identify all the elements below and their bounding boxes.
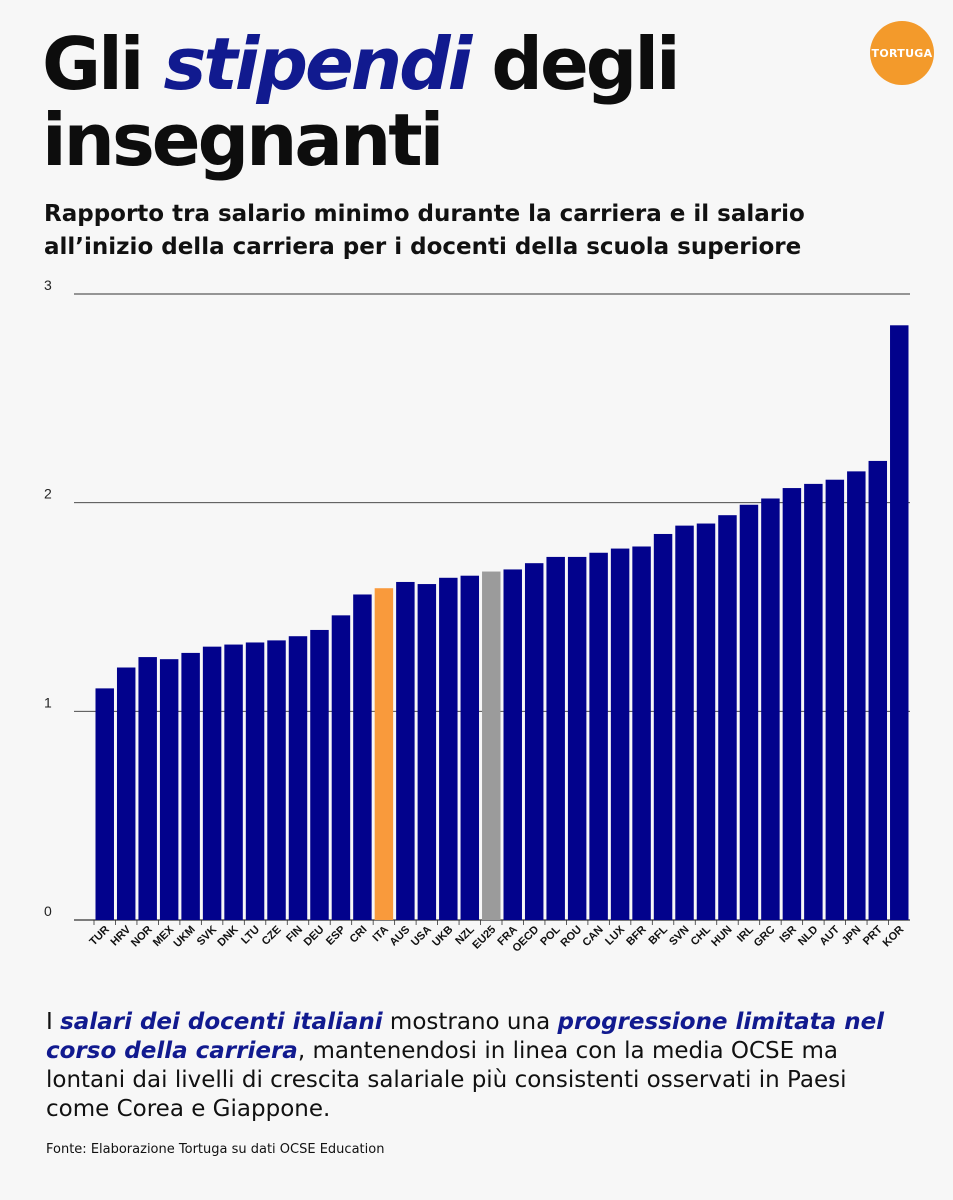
desc-emphasis1: salari dei docenti italiani xyxy=(60,1009,383,1035)
bar-chl xyxy=(696,523,716,920)
x-tick-label-dnk: DNK xyxy=(215,924,240,949)
x-tick-label-svn: SVN xyxy=(667,924,692,949)
bar-ukm xyxy=(181,652,200,920)
description-text: I salari dei docenti italiani mostrano u… xyxy=(46,1008,916,1124)
desc-emphasis2: progressione limitata nel corso della ca… xyxy=(46,1009,885,1064)
y-tick-label: 2 xyxy=(44,486,52,502)
x-tick-label-esp: ESP xyxy=(324,924,348,948)
source-note: Fonte: Elaborazione Tortuga su dati OCSE… xyxy=(46,1142,385,1157)
title-part1: Gli xyxy=(42,22,164,106)
x-tick-label-rou: ROU xyxy=(559,924,585,950)
bar-isr xyxy=(782,488,802,920)
x-tick-label-prt: PRT xyxy=(861,923,885,947)
bar-grc xyxy=(761,498,780,920)
bar-eu25 xyxy=(482,571,501,920)
logo-text: TORTUGA xyxy=(871,46,933,60)
bar-hrv xyxy=(116,667,136,920)
x-tick-label-chl: CHL xyxy=(689,923,714,948)
x-tick-label-bfl: BFL xyxy=(647,923,671,947)
bar-nzl xyxy=(460,575,480,920)
tortuga-logo: TORTUGA xyxy=(870,21,934,85)
x-tick-label-ukm: UKM xyxy=(172,924,198,950)
bar-dnk xyxy=(224,644,243,920)
bar-aut xyxy=(825,479,845,920)
x-tick-label-eu25: EU25 xyxy=(470,924,498,952)
x-tick-label-mex: MEX xyxy=(151,923,177,949)
bar-prt xyxy=(868,460,888,920)
bar-can xyxy=(589,552,608,920)
x-tick-label-cri: CRI xyxy=(348,924,370,946)
bar-tur xyxy=(95,688,114,920)
bar-esp xyxy=(331,615,351,920)
bar-mex xyxy=(159,659,179,920)
x-tick-label-ukb: UKB xyxy=(430,924,455,949)
x-tick-label-isr: ISR xyxy=(778,924,799,945)
bar-ltu xyxy=(245,642,265,920)
bar-ita xyxy=(374,588,394,920)
bar-fin xyxy=(288,636,308,920)
bar-cze xyxy=(267,640,286,920)
x-tick-label-lux: LUX xyxy=(603,923,628,948)
x-tick-label-deu: DEU xyxy=(302,924,327,949)
x-tick-label-nld: NLD xyxy=(796,924,821,949)
bar-fra xyxy=(503,569,522,920)
bar-deu xyxy=(310,629,329,920)
bar-usa xyxy=(417,584,437,920)
x-tick-label-bfr: BFR xyxy=(624,924,649,949)
bar-cri xyxy=(353,594,372,920)
bar-bfr xyxy=(632,546,651,920)
y-tick-label: 3 xyxy=(44,277,52,293)
bar-jpn xyxy=(847,471,866,920)
x-tick-label-aut: AUT xyxy=(817,923,842,948)
bar-ukb xyxy=(439,577,458,920)
x-tick-label-pol: POL xyxy=(538,923,563,948)
x-tick-label-svk: SVK xyxy=(195,924,220,949)
bar-kor xyxy=(890,325,909,920)
bar-nor xyxy=(138,657,157,920)
desc-part1: I xyxy=(46,1009,61,1035)
bar-svn xyxy=(675,525,694,920)
x-tick-label-tur: TUR xyxy=(87,924,112,949)
bar-pol xyxy=(546,556,565,920)
bar-lux xyxy=(610,548,630,920)
y-tick-label: 1 xyxy=(44,694,52,710)
desc-part2: mostrano una xyxy=(382,1009,558,1035)
bar-rou xyxy=(567,556,587,920)
x-tick-label-aus: AUS xyxy=(388,924,413,949)
desc-part3: , mantenendosi in linea con la media OCS… xyxy=(46,1038,847,1122)
chart-subtitle: Rapporto tra salario minimo durante la c… xyxy=(44,198,924,264)
x-tick-label-kor: KOR xyxy=(881,924,907,950)
bar-bfl xyxy=(653,533,673,920)
x-tick-label-hun: HUN xyxy=(709,924,734,949)
subtitle-line1: Rapporto tra salario minimo durante la c… xyxy=(44,201,805,227)
bar-svk xyxy=(202,646,222,920)
x-tick-label-hrv: HRV xyxy=(109,923,134,948)
title-part2: degli xyxy=(469,22,680,106)
subtitle-line2: all’inizio della carriera per i docenti … xyxy=(44,234,802,260)
y-tick-label: 0 xyxy=(44,903,52,919)
x-tick-label-grc: GRC xyxy=(752,924,778,950)
bar-irl xyxy=(739,504,759,920)
page-title: Gli stipendi degli insegnanti xyxy=(42,26,681,178)
bar-aus xyxy=(396,581,415,920)
x-tick-label-cze: CZE xyxy=(260,924,284,948)
bar-oecd xyxy=(524,563,544,920)
x-tick-label-nor: NOR xyxy=(129,924,155,950)
title-highlight: stipendi xyxy=(163,22,473,106)
title-line2: insegnanti xyxy=(42,98,444,182)
bar-hun xyxy=(718,515,737,920)
bars-layer xyxy=(95,325,909,920)
x-tick-label-ltu: LTU xyxy=(239,924,262,947)
bar-nld xyxy=(804,483,823,920)
x-tick-label-can: CAN xyxy=(580,924,605,949)
x-tick-label-jpn: JPN xyxy=(840,924,864,948)
x-tick-label-usa: USA xyxy=(409,924,434,949)
